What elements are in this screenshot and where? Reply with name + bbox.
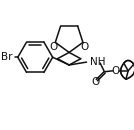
Text: O: O bbox=[50, 42, 58, 52]
Text: O: O bbox=[111, 66, 120, 76]
Text: O: O bbox=[91, 77, 99, 87]
Text: O: O bbox=[80, 42, 89, 52]
Text: NH: NH bbox=[90, 57, 106, 67]
Text: Br: Br bbox=[1, 52, 13, 62]
